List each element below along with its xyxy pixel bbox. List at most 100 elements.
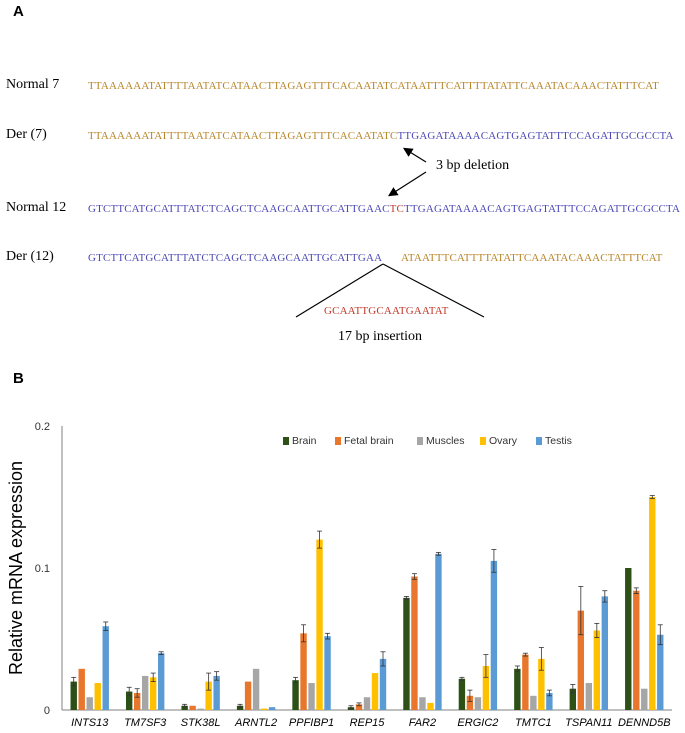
bar-muscles bbox=[308, 683, 315, 710]
x-tick-label: ERGIC2 bbox=[457, 717, 498, 729]
bar-testis bbox=[601, 596, 609, 710]
x-tick-label: PPFIBP1 bbox=[289, 717, 334, 729]
bar-ovary bbox=[649, 497, 656, 710]
legend-swatch bbox=[283, 437, 289, 445]
bar-brain bbox=[458, 678, 466, 710]
bar-testis bbox=[157, 653, 165, 710]
bar-testis bbox=[379, 658, 387, 710]
bar-ovary bbox=[260, 708, 268, 710]
y-axis-title: Relative mRNA expression bbox=[6, 461, 26, 675]
insertion-label: 17 bp insertion bbox=[338, 329, 422, 344]
bar-muscles bbox=[641, 688, 648, 710]
y-tick-label: 0 bbox=[44, 705, 50, 717]
x-tick-label: INTS13 bbox=[71, 717, 109, 729]
bar-ovary bbox=[149, 677, 157, 710]
row-label-der-7: Der (7) bbox=[6, 127, 47, 142]
insertion-line-left bbox=[295, 263, 384, 318]
bar-testis bbox=[268, 707, 276, 710]
bar-testis bbox=[102, 626, 109, 710]
sequence-normal-12: GTCTTCATGCATTTATCTCAGCTCAAGCAATTGCATTGAA… bbox=[88, 203, 680, 215]
legend-entry: Testis bbox=[545, 435, 572, 447]
seq-segment: TTAAAAAATATTTTAATATCATAACTTAGAGTTTCACAAT… bbox=[88, 80, 659, 92]
bar-testis bbox=[490, 560, 498, 710]
bar-ovary bbox=[94, 683, 101, 710]
bar-brain bbox=[625, 568, 632, 710]
panel-b-label: B bbox=[13, 370, 24, 387]
bar-brain bbox=[403, 597, 410, 710]
legend-swatch bbox=[480, 437, 486, 445]
row-label-der-12: Der (12) bbox=[6, 249, 54, 264]
y-tick-label: 0.2 bbox=[35, 421, 50, 433]
bar-muscles bbox=[252, 668, 260, 710]
seq-segment: TTAAAAAATATTTTAATATCATAACTTAGAGTTTCACAAT… bbox=[88, 130, 398, 142]
legend-entry: Muscles bbox=[426, 435, 465, 447]
bar-fetal-brain bbox=[411, 576, 418, 710]
sequence-der-12-right: ATAATTTCATTTTATATTCAAATACAAACTATTTCAT bbox=[401, 252, 662, 264]
bar-ovary bbox=[593, 630, 601, 710]
seq-segment: TTGAGATAAAACAGTGAGTATTTCCAGATTGCGCCTA bbox=[404, 203, 681, 215]
bar-fetal-brain bbox=[355, 704, 363, 710]
bar-fetal-brain bbox=[633, 590, 640, 710]
bar-fetal-brain bbox=[466, 695, 474, 710]
bar-ovary bbox=[482, 665, 490, 710]
bar-ovary bbox=[538, 658, 545, 710]
bar-brain bbox=[125, 691, 133, 710]
bar-testis bbox=[324, 636, 331, 710]
bar-muscles bbox=[530, 695, 537, 710]
bar-testis bbox=[546, 692, 553, 710]
x-tick-label: TMTC1 bbox=[515, 717, 552, 729]
bar-testis bbox=[435, 553, 442, 710]
seq-segment: GTCTTCATGCATTTATCTCAGCTCAAGCAATTGCATTGAA bbox=[88, 252, 383, 264]
insertion-line-right bbox=[382, 263, 485, 318]
bar-fetal-brain bbox=[133, 692, 141, 710]
bar-muscles bbox=[363, 697, 371, 710]
insertion-sequence: GCAATTGCAATGAATAT bbox=[324, 305, 449, 317]
bar-brain bbox=[292, 680, 299, 710]
x-tick-label: ARNTL2 bbox=[234, 717, 277, 729]
deletion-arrow-down bbox=[387, 171, 427, 197]
bar-ovary bbox=[371, 673, 379, 710]
x-tick-label: FAR2 bbox=[409, 717, 436, 729]
bar-brain bbox=[514, 668, 521, 710]
bar-testis bbox=[213, 675, 220, 710]
bar-ovary bbox=[427, 702, 434, 710]
row-label-normal-12: Normal 12 bbox=[6, 200, 67, 215]
bar-muscles bbox=[419, 697, 426, 710]
x-tick-label: STK38L bbox=[181, 717, 221, 729]
bar-muscles bbox=[474, 697, 482, 710]
legend-entry: Ovary bbox=[489, 435, 518, 447]
bar-brain bbox=[236, 705, 244, 710]
x-tick-label: TM7SF3 bbox=[124, 717, 167, 729]
bar-fetal-brain bbox=[300, 633, 307, 710]
sequence-normal-7: TTAAAAAATATTTTAATATCATAACTTAGAGTTTCACAAT… bbox=[88, 80, 659, 92]
deletion-label: 3 bp deletion bbox=[436, 158, 510, 173]
deletion-arrow-up bbox=[402, 147, 427, 163]
bar-ovary bbox=[205, 681, 212, 710]
bar-fetal-brain bbox=[577, 610, 585, 710]
bar-brain bbox=[70, 681, 77, 710]
x-tick-label: TSPAN11 bbox=[565, 717, 612, 729]
bar-muscles bbox=[86, 697, 93, 710]
bar-muscles bbox=[197, 708, 204, 710]
bar-fetal-brain bbox=[244, 681, 252, 710]
bar-fetal-brain bbox=[189, 705, 196, 710]
bar-testis bbox=[657, 634, 664, 710]
bar-muscles bbox=[585, 683, 593, 710]
sequence-der-12-left: GTCTTCATGCATTTATCTCAGCTCAAGCAATTGCATTGAA bbox=[88, 252, 382, 264]
bar-brain bbox=[181, 705, 188, 710]
seq-segment: TTGAGATAAAACAGTGAGTATTTCCAGATTGCGCCTA bbox=[397, 130, 674, 142]
bar-muscles bbox=[141, 675, 149, 710]
seq-segment: ATAATTTCATTTTATATTCAAATACAAACTATTTCAT bbox=[401, 252, 663, 264]
bar-fetal-brain bbox=[522, 654, 529, 710]
legend-swatch bbox=[417, 437, 423, 445]
x-tick-label: REP15 bbox=[350, 717, 386, 729]
legend-swatch bbox=[335, 437, 341, 445]
seq-segment: GTCTTCATGCATTTATCTCAGCTCAAGCAATTGCATTGAA… bbox=[88, 203, 390, 215]
legend-entry: Brain bbox=[292, 435, 317, 447]
row-label-normal-7: Normal 7 bbox=[6, 77, 60, 92]
bar-fetal-brain bbox=[78, 668, 85, 710]
panel-a-label: A bbox=[13, 3, 24, 20]
y-tick-label: 0.1 bbox=[35, 563, 50, 575]
sequence-der-7: TTAAAAAATATTTTAATATCATAACTTAGAGTTTCACAAT… bbox=[88, 130, 674, 142]
